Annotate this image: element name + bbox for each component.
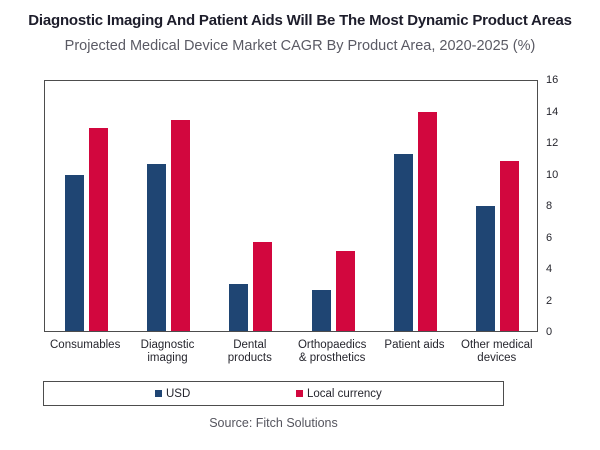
chart-title: Diagnostic Imaging And Patient Aids Will…	[28, 12, 572, 29]
legend-item-usd: USD	[155, 388, 190, 400]
legend-item-local-currency: Local currency	[296, 388, 382, 400]
y-tick-label: 12	[546, 137, 559, 149]
chart-subtitle: Projected Medical Device Market CAGR By …	[64, 38, 536, 54]
bar-local-currency	[418, 112, 437, 331]
y-tick-label: 10	[546, 168, 559, 181]
bar-local-currency	[335, 251, 355, 331]
bar-usd	[229, 284, 249, 331]
bar-usd	[394, 154, 413, 331]
bar-local-currency	[88, 127, 108, 331]
legend-swatch-icon	[296, 390, 303, 397]
bar-local-currency	[253, 241, 273, 331]
source-note: Source: Fitch Solutions	[209, 416, 338, 430]
x-tick-label: Dental products	[227, 339, 272, 364]
y-tick-label: 8	[546, 200, 553, 212]
plot-area	[44, 80, 538, 332]
bar-usd	[476, 206, 496, 331]
bar-local-currency	[500, 160, 520, 331]
x-tick-label: Consumables	[50, 339, 121, 351]
y-axis: 0 2 4 6 8 10 12 14 16	[546, 74, 576, 338]
y-tick-label: 14	[546, 105, 559, 118]
legend-label: Local currency	[307, 387, 382, 400]
x-axis: Consumables Diagnostic imaging Dental produc…	[44, 339, 538, 365]
legend-swatch-icon	[155, 390, 162, 397]
bar-usd	[147, 163, 166, 331]
x-tick-label: Orthopaedics & prosthetics	[297, 339, 367, 364]
legend-label: USD	[166, 387, 191, 400]
bar-usd	[64, 174, 84, 331]
bar-usd	[311, 290, 331, 331]
legend: USD Local currency	[43, 381, 504, 406]
bar-local-currency	[171, 120, 190, 331]
y-tick-label: 4	[546, 263, 553, 275]
x-tick-label: Other medical devices	[461, 339, 533, 364]
x-tick-label: Patient aids	[384, 339, 445, 351]
y-tick-label: 6	[546, 231, 553, 244]
x-tick-label: Diagnostic imaging	[140, 339, 195, 364]
y-tick-label: 2	[546, 294, 553, 307]
y-tick-label: 16	[546, 74, 559, 86]
y-tick-label: 0	[546, 326, 553, 338]
